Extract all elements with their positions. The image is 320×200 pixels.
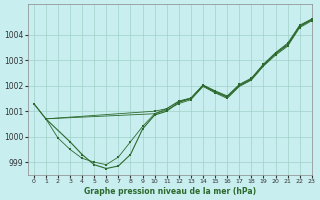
X-axis label: Graphe pression niveau de la mer (hPa): Graphe pression niveau de la mer (hPa) [84, 187, 256, 196]
